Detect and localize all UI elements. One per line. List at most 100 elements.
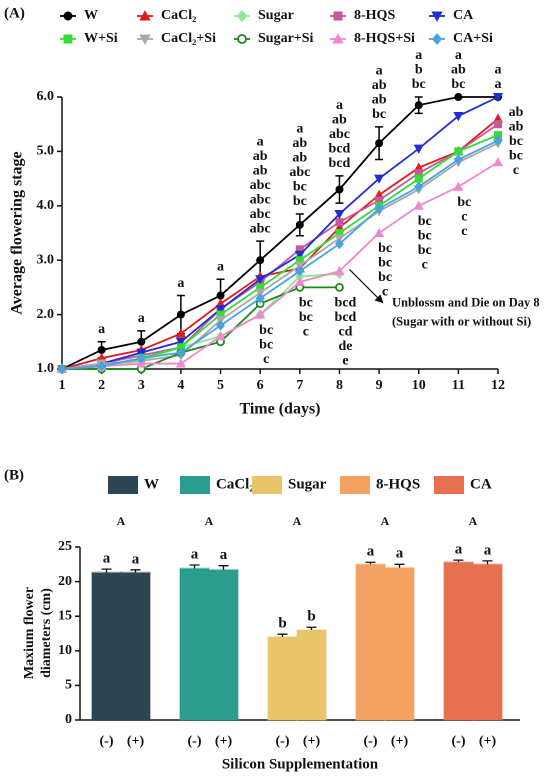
significance-letter: b — [307, 609, 315, 625]
series-line — [61, 134, 499, 370]
group-letter: A — [117, 514, 126, 528]
significance-letter: bc — [418, 214, 432, 229]
y-tick-label: 25 — [58, 539, 72, 554]
marker — [492, 157, 504, 167]
legend-label: 8-HQS — [354, 8, 395, 23]
legend-label: Sugar+Si — [258, 31, 314, 46]
significance-letter: a — [177, 276, 184, 291]
error-bar — [101, 568, 112, 573]
bar — [443, 561, 474, 721]
marker — [57, 363, 67, 375]
x-tick-label: (+) — [391, 734, 409, 749]
series-line — [61, 96, 498, 370]
marker — [215, 331, 226, 341]
x-tick-label: (+) — [215, 734, 233, 749]
annotation-text: Unblossm and Die on Day 8 — [392, 295, 540, 309]
significance-letter: abc — [250, 207, 271, 222]
marker — [454, 147, 463, 156]
significance-letter: bc — [259, 323, 273, 338]
legend-label: Sugar — [258, 8, 294, 23]
significance-letter: ab — [332, 113, 347, 128]
y-tick-label: 0 — [65, 712, 72, 727]
marker — [374, 227, 385, 237]
significance-letter: a — [376, 64, 383, 79]
x-tick-label: (+) — [479, 734, 497, 749]
significance-letter: ab — [292, 136, 307, 151]
significance-letter: cd — [338, 325, 352, 340]
y-axis-title: diameters (cm) — [39, 588, 54, 678]
significance-letter: a — [455, 48, 462, 63]
significance-letter: a — [396, 546, 404, 562]
significance-letter: abc — [250, 192, 271, 207]
series-line — [61, 142, 499, 370]
significance-letter: b — [415, 63, 423, 78]
x-tick-label: 3 — [138, 378, 145, 393]
y-tick-label: 4.0 — [37, 198, 55, 213]
significance-letter: bc — [451, 77, 465, 92]
significance-letter: bc — [418, 243, 432, 258]
marker — [294, 250, 305, 261]
marker — [334, 209, 345, 220]
x-tick-label: (-) — [452, 734, 466, 749]
significance-letter: a — [336, 98, 343, 113]
y-tick-label: 2.0 — [37, 307, 55, 322]
legend-label: CA — [453, 8, 474, 23]
error-bar — [394, 563, 405, 568]
x-tick-label: 6 — [257, 378, 264, 393]
error-bar — [189, 564, 200, 569]
legend-marker — [332, 33, 344, 44]
significance-letter: c — [382, 285, 388, 300]
significance-letter: c — [513, 163, 519, 178]
error-bar — [218, 565, 229, 570]
significance-letter: c — [422, 258, 428, 273]
legend-marker — [237, 34, 247, 44]
significance-letter: ab — [372, 93, 387, 108]
significance-letter: abc — [250, 221, 271, 236]
bar — [179, 567, 210, 722]
marker — [295, 265, 305, 277]
marker — [375, 139, 384, 148]
significance-letter: bcd — [335, 296, 357, 311]
significance-letter: ab — [372, 78, 387, 93]
significance-letter: abc — [329, 127, 350, 142]
significance-letter: a — [495, 77, 502, 92]
annotation-text: (Sugar with or without Si) — [392, 314, 531, 328]
marker — [216, 320, 226, 331]
marker — [255, 292, 265, 304]
x-tick-label: (-) — [100, 734, 114, 749]
significance-letter: b — [278, 616, 286, 632]
x-tick-label: (+) — [303, 734, 321, 749]
marker — [454, 93, 463, 101]
x-tick-label: 8 — [336, 378, 343, 393]
bar — [296, 629, 327, 721]
y-tick-label: 6.0 — [37, 89, 55, 104]
legend-label: CaCl₂ — [161, 8, 196, 23]
significance-letter: a — [367, 544, 375, 560]
marker — [97, 345, 106, 354]
significance-letter: bc — [299, 310, 313, 325]
marker — [414, 101, 423, 110]
marker — [136, 352, 146, 364]
marker — [492, 93, 504, 103]
legend-swatch — [180, 476, 210, 494]
significance-letter: bcd — [329, 156, 351, 171]
significance-letter: bcd — [335, 310, 357, 325]
legend-label: CaCl₂ — [216, 476, 254, 492]
marker — [294, 276, 305, 286]
group-letter: A — [469, 514, 478, 528]
error-bar — [277, 633, 288, 637]
significance-letter: bc — [457, 195, 471, 210]
legend-marker — [333, 11, 343, 21]
marker — [255, 309, 266, 319]
legend-marker — [431, 11, 443, 22]
y-axis-title: Average flowering stage — [9, 151, 26, 314]
marker — [413, 144, 424, 154]
significance-letter: a — [495, 63, 502, 78]
series-line — [62, 286, 340, 370]
x-tick-label: (+) — [127, 734, 145, 749]
series-line — [61, 139, 499, 370]
marker — [453, 154, 463, 165]
significance-letter: a — [455, 542, 463, 558]
marker — [374, 174, 385, 184]
y-axis-title: Maxium flower — [22, 587, 37, 679]
